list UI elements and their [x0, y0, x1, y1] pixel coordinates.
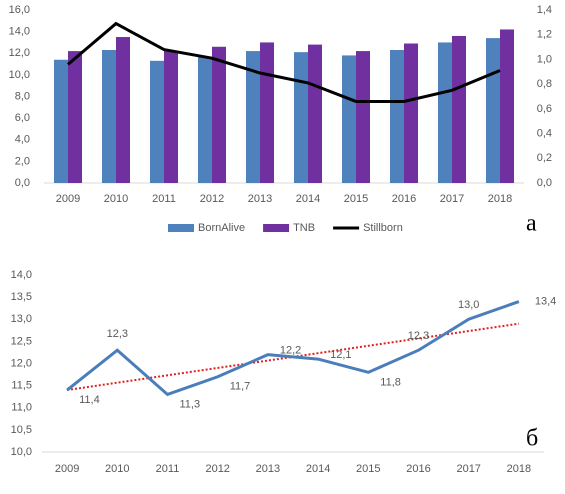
bar [150, 60, 164, 183]
data-label: 11,7 [230, 381, 251, 393]
bar [404, 43, 418, 183]
x-tick-label: 2011 [152, 193, 176, 205]
x-tick-label: 2017 [440, 193, 464, 205]
data-label: 12,3 [408, 330, 429, 342]
legend-swatch [263, 224, 290, 232]
x-tick-label: 2015 [356, 463, 380, 475]
x-tick-label: 2017 [456, 463, 480, 475]
y-tick-label: 1,0 [537, 53, 552, 65]
bar [486, 38, 500, 183]
x-tick-label: 2016 [406, 463, 430, 475]
y-tick-label: 12,0 [9, 47, 30, 59]
x-tick-label: 2013 [256, 463, 280, 475]
y-tick-label: 8,0 [15, 90, 30, 102]
x-tick-label: 2011 [156, 463, 180, 475]
bar [54, 59, 68, 183]
y-tick-label: 16,0 [9, 4, 30, 16]
y-tick-label: 0,0 [537, 177, 552, 189]
x-tick-label: 2010 [104, 193, 128, 205]
y-tick-label: 0,2 [537, 152, 552, 164]
y-tick-label: 10,0 [9, 69, 30, 81]
y-tick-label: 14,0 [9, 26, 30, 38]
bar [116, 37, 130, 183]
bar [198, 56, 212, 183]
y-tick-label: 12,0 [11, 357, 32, 369]
bar [452, 35, 466, 184]
y-tick-label: 1,2 [537, 29, 552, 41]
bar [342, 55, 356, 183]
bar [438, 42, 452, 183]
bar [246, 51, 260, 184]
x-tick-label: 2018 [507, 463, 531, 475]
y-tick-label: 13,5 [11, 291, 32, 303]
x-tick-label: 2014 [306, 463, 330, 475]
line [66, 300, 520, 397]
bar [308, 44, 322, 183]
legend-label: TNB [293, 222, 315, 234]
line [67, 21, 501, 103]
x-tick-label: 2012 [205, 463, 229, 475]
x-tick-label: 2014 [296, 193, 320, 205]
y-tick-label: 10,0 [11, 446, 32, 458]
y-tick-label: 12,5 [11, 335, 32, 347]
x-tick-label: 2009 [55, 463, 79, 475]
bar [356, 51, 370, 184]
y-tick-label: 11,5 [11, 380, 32, 392]
annotation: б [526, 426, 538, 452]
bar [164, 51, 178, 184]
y-tick-label: 1,4 [537, 4, 552, 16]
data-label: 11,3 [180, 398, 201, 410]
data-label: 13,4 [535, 295, 556, 307]
legend-label: Stillborn [363, 222, 403, 234]
y-tick-label: 0,0 [15, 177, 30, 189]
y-tick-label: 0,6 [537, 103, 552, 115]
data-label: 12,1 [330, 349, 351, 361]
y-tick-label: 11,0 [11, 402, 32, 414]
y-tick-label: 4,0 [15, 134, 30, 146]
data-label: 12,2 [280, 345, 301, 357]
y-tick-label: 6,0 [15, 112, 30, 124]
data-label: 11,4 [79, 394, 100, 406]
legend-label: BornAlive [198, 222, 245, 234]
x-tick-label: 2009 [56, 193, 80, 205]
y-tick-label: 2,0 [15, 155, 30, 167]
y-tick-label: 0,8 [537, 78, 552, 90]
x-tick-label: 2010 [105, 463, 129, 475]
x-tick-label: 2018 [488, 193, 512, 205]
legend-swatch [168, 224, 194, 232]
x-tick-label: 2016 [392, 193, 416, 205]
annotation: а [526, 211, 537, 237]
y-tick-label: 14,0 [11, 269, 32, 281]
y-tick-label: 10,5 [11, 424, 32, 436]
bar [68, 51, 82, 184]
bar [500, 29, 514, 184]
x-tick-label: 2015 [344, 193, 368, 205]
data-label: 13,0 [458, 299, 479, 311]
bar [390, 50, 404, 183]
x-tick-label: 2013 [248, 193, 272, 205]
bar [294, 52, 308, 184]
data-label: 12,3 [107, 328, 128, 340]
x-tick-label: 2012 [200, 193, 224, 205]
bar [212, 46, 226, 184]
bar [102, 50, 116, 183]
data-label: 11,8 [380, 376, 401, 388]
bar [260, 42, 274, 183]
y-tick-label: 0,4 [537, 127, 552, 139]
y-tick-label: 13,0 [11, 313, 32, 325]
